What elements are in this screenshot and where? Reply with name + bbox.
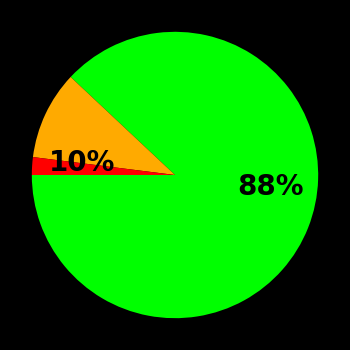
Text: 88%: 88% (237, 173, 303, 201)
Wedge shape (32, 32, 318, 318)
Text: 10%: 10% (49, 149, 116, 177)
Wedge shape (33, 77, 175, 175)
Wedge shape (32, 157, 175, 175)
